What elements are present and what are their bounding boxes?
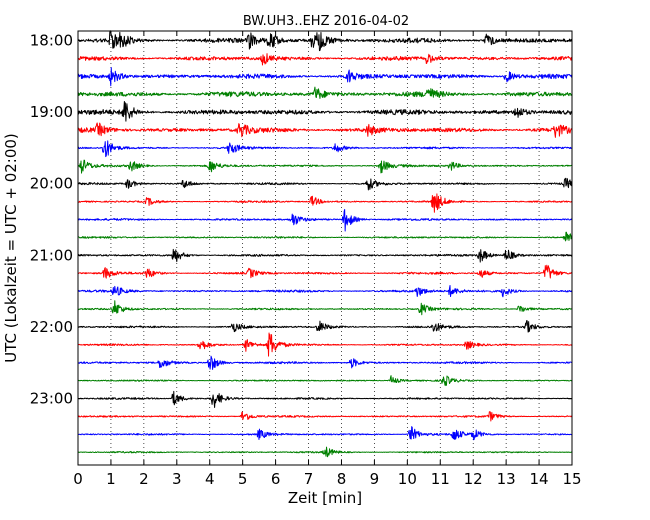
x-tick-label: 3 bbox=[172, 470, 182, 488]
trace-row bbox=[77, 248, 573, 263]
y-tick-label: 19:00 bbox=[30, 103, 73, 121]
plot-frame bbox=[77, 30, 573, 466]
x-tick-label: 13 bbox=[497, 470, 516, 488]
trace-row bbox=[77, 284, 573, 298]
x-tick-label: 5 bbox=[238, 470, 248, 488]
y-axis-label: UTC (Lokalzeit = UTC + 02:00) bbox=[2, 133, 20, 363]
x-tick-label: 1 bbox=[106, 470, 116, 488]
trace-row bbox=[77, 122, 573, 138]
x-tick-label: 10 bbox=[398, 470, 417, 488]
x-tick-label: 8 bbox=[337, 470, 347, 488]
trace-row bbox=[77, 140, 573, 158]
tick-layer: 0 1 2 3 4 5 6 7 8 9 10 11 12 13 14 1518:0019:0020:0021:… bbox=[30, 31, 582, 488]
trace-layer bbox=[77, 30, 573, 458]
trace-row bbox=[77, 208, 573, 232]
x-tick-label: 15 bbox=[562, 470, 581, 488]
x-gridlines bbox=[110, 31, 540, 465]
chart-title: BW.UH3..EHZ 2016-04-02 bbox=[243, 14, 409, 29]
x-tick-label: 12 bbox=[464, 470, 483, 488]
y-tick-label: 23:00 bbox=[30, 390, 73, 408]
trace-row bbox=[77, 177, 573, 191]
trace-row bbox=[77, 53, 573, 66]
trace-row bbox=[77, 300, 573, 316]
y-tick-label: 18:00 bbox=[30, 32, 73, 50]
x-tick-label: 11 bbox=[431, 470, 450, 488]
x-tick-label: 2 bbox=[139, 470, 149, 488]
trace-row bbox=[77, 100, 573, 122]
trace-row bbox=[77, 375, 573, 387]
trace-row bbox=[77, 332, 573, 357]
x-tick-label: 9 bbox=[370, 470, 380, 488]
trace-row bbox=[77, 355, 573, 370]
trace-row bbox=[77, 159, 573, 174]
trace-row bbox=[77, 320, 573, 333]
x-tick-label: 7 bbox=[304, 470, 314, 488]
trace-row bbox=[77, 411, 573, 422]
y-tick-label: 20:00 bbox=[30, 175, 73, 193]
x-axis-label: Zeit [min] bbox=[288, 489, 362, 507]
trace-row bbox=[77, 86, 573, 99]
x-tick-label: 0 bbox=[73, 470, 83, 488]
trace-row bbox=[77, 390, 573, 408]
trace-row bbox=[77, 30, 573, 52]
trace-row bbox=[77, 67, 573, 87]
trace-row bbox=[77, 193, 573, 213]
x-tick-label: 14 bbox=[530, 470, 549, 488]
trace-row bbox=[78, 446, 573, 458]
trace-row bbox=[77, 264, 573, 279]
y-tick-label: 22:00 bbox=[30, 318, 73, 336]
trace-row bbox=[77, 426, 573, 441]
x-tick-label: 6 bbox=[271, 470, 281, 488]
y-tick-label: 21:00 bbox=[30, 246, 73, 264]
x-tick-label: 4 bbox=[205, 470, 215, 488]
trace-row bbox=[77, 231, 573, 242]
